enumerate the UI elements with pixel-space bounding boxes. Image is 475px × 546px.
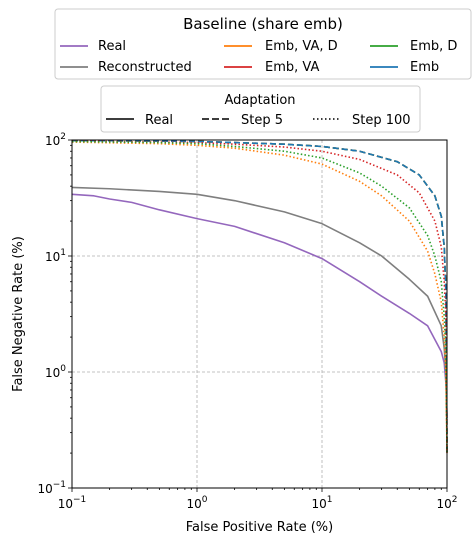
legend-label-reconstructed: Reconstructed	[98, 60, 192, 75]
legend-baseline-title: Baseline (share emb)	[183, 15, 343, 33]
x-axis-ticks: 10−1 100 101 102	[58, 488, 458, 511]
x-axis-label: False Positive Rate (%)	[186, 520, 333, 535]
legend-baseline: Baseline (share emb) Real Reconstructed …	[54, 8, 472, 80]
series-line-5-dashed	[71, 139, 448, 454]
legend-label-emb-va: Emb, VA	[265, 60, 319, 75]
series-line-3-dashed	[71, 139, 448, 454]
legend-baseline-frame	[54, 8, 472, 80]
series-line-2-solid	[71, 186, 448, 419]
series-line-9-dotted	[71, 140, 448, 454]
legend-label-emb-d: Emb, D	[410, 39, 457, 54]
y-axis-ticks: 10−1 100 101 102	[37, 132, 72, 496]
y-tick-label: 102	[45, 132, 66, 148]
legend-adaptation-frame	[100, 85, 421, 133]
x-tick-label: 100	[186, 495, 207, 511]
series-line-1-solid	[71, 193, 448, 419]
y-axis-label: False Negative Rate (%)	[11, 236, 26, 392]
y-tick-label: 101	[45, 248, 66, 264]
legend-label-real: Real	[98, 39, 126, 54]
legend-adaptation: Adaptation Real Step 5 Step 100	[100, 85, 421, 133]
y-tick-label: 100	[45, 364, 66, 380]
series-line-4-dashed	[71, 139, 448, 454]
series-line-8-dotted	[71, 140, 448, 454]
legend-label-step-5: Step 5	[241, 113, 283, 128]
x-tick-label: 102	[436, 495, 457, 511]
series-line-6-dashed	[71, 139, 448, 454]
x-tick-label: 10−1	[58, 495, 87, 511]
plot-frame	[71, 139, 448, 489]
legend-label-emb-va-d: Emb, VA, D	[265, 39, 338, 54]
legend-label-style-real: Real	[145, 113, 173, 128]
legend-adaptation-title: Adaptation	[224, 93, 295, 108]
legend-label-emb: Emb	[410, 60, 439, 75]
data-curves	[71, 139, 448, 454]
grid	[72, 140, 447, 488]
y-tick-label: 10−1	[37, 480, 66, 496]
legend-label-step-100: Step 100	[352, 113, 411, 128]
x-tick-label: 101	[311, 495, 332, 511]
series-line-7-dotted	[71, 141, 448, 454]
